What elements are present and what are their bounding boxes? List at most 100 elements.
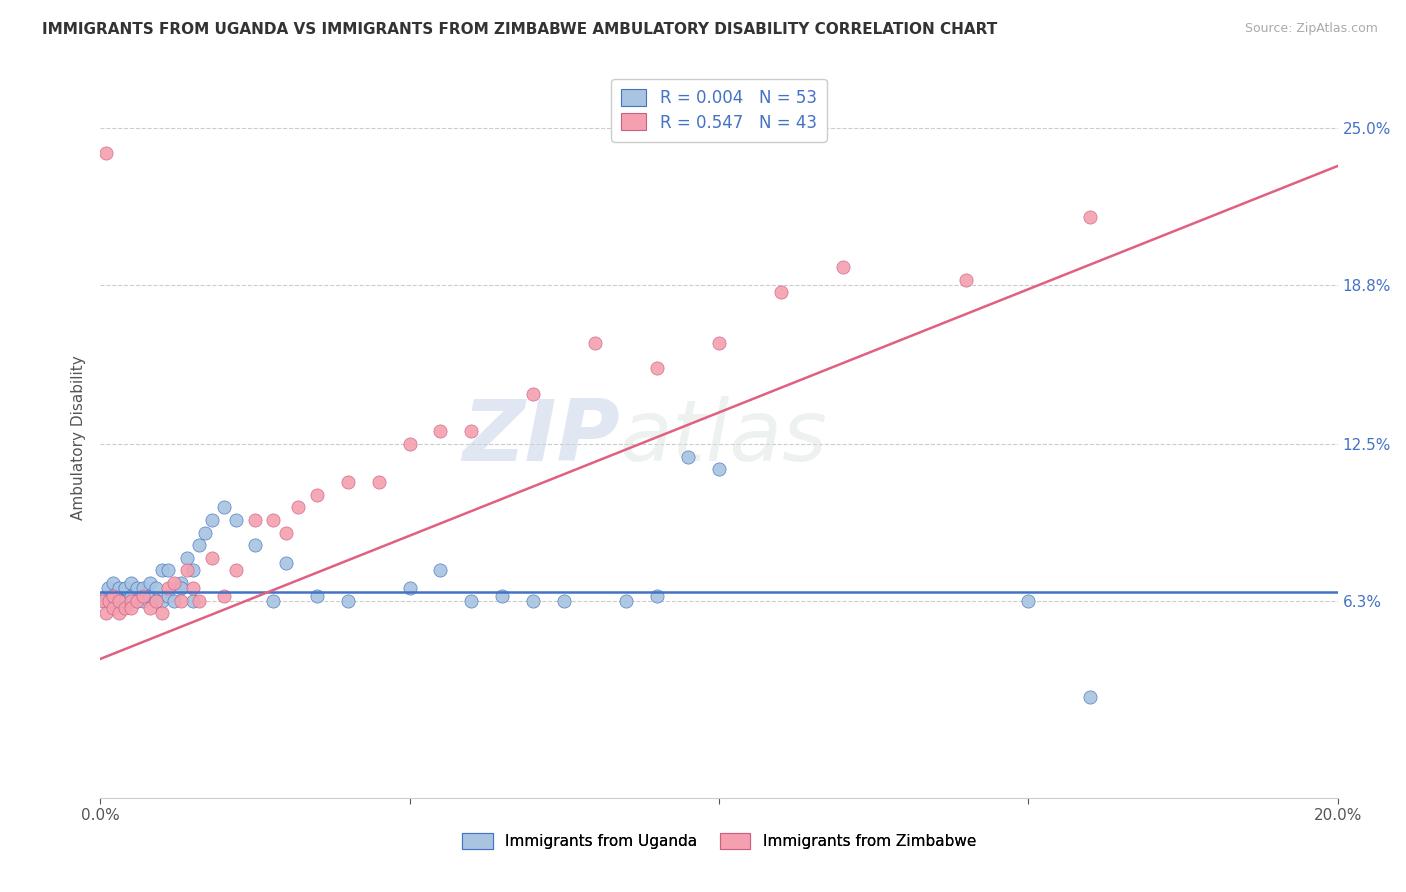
Point	[120, 589, 142, 603]
Point	[614, 594, 637, 608]
Point	[169, 594, 191, 608]
Point	[645, 589, 668, 603]
Point	[157, 581, 180, 595]
Point	[111, 594, 134, 608]
Point	[138, 576, 160, 591]
Point	[132, 594, 155, 608]
Point	[107, 589, 129, 603]
Point	[1078, 210, 1101, 224]
Point	[460, 425, 482, 439]
Point	[305, 488, 328, 502]
Point	[336, 475, 359, 489]
Point	[212, 589, 235, 603]
Point	[188, 538, 211, 552]
Point	[460, 594, 482, 608]
Point	[1078, 690, 1101, 704]
Y-axis label: Ambulatory Disability: Ambulatory Disability	[72, 355, 86, 520]
Point	[101, 601, 124, 615]
Point	[96, 146, 118, 161]
Point	[769, 285, 792, 300]
Point	[120, 594, 142, 608]
Point	[150, 594, 173, 608]
Point	[101, 594, 124, 608]
Point	[212, 500, 235, 515]
Point	[262, 594, 284, 608]
Point	[955, 273, 977, 287]
Text: ZIP: ZIP	[463, 396, 620, 479]
Point	[243, 513, 266, 527]
Point	[553, 594, 575, 608]
Point	[138, 589, 160, 603]
Point	[522, 594, 544, 608]
Point	[398, 437, 420, 451]
Point	[176, 550, 198, 565]
Point	[262, 513, 284, 527]
Point	[831, 260, 853, 274]
Point	[176, 564, 198, 578]
Point	[583, 335, 606, 350]
Text: atlas: atlas	[620, 396, 828, 479]
Point	[398, 581, 420, 595]
Point	[243, 538, 266, 552]
Point	[127, 581, 149, 595]
Point	[91, 594, 114, 608]
Point	[114, 581, 136, 595]
Point	[200, 513, 222, 527]
Point	[522, 386, 544, 401]
Point	[127, 594, 149, 608]
Point	[120, 601, 142, 615]
Point	[274, 556, 297, 570]
Point	[429, 425, 451, 439]
Point	[96, 581, 118, 595]
Point	[367, 475, 389, 489]
Point	[274, 525, 297, 540]
Point	[127, 594, 149, 608]
Point	[107, 594, 129, 608]
Point	[114, 594, 136, 608]
Point	[707, 462, 730, 476]
Point	[96, 607, 118, 621]
Point	[145, 594, 167, 608]
Legend: Immigrants from Uganda, Immigrants from Zimbabwe: Immigrants from Uganda, Immigrants from …	[456, 827, 981, 855]
Point	[163, 594, 186, 608]
Point	[132, 589, 155, 603]
Point	[114, 601, 136, 615]
Point	[101, 576, 124, 591]
Point	[676, 450, 699, 464]
Point	[225, 513, 247, 527]
Point	[181, 594, 204, 608]
Point	[94, 594, 117, 608]
Point	[132, 581, 155, 595]
Point	[181, 581, 204, 595]
Point	[429, 564, 451, 578]
Point	[96, 589, 118, 603]
Point	[163, 576, 186, 591]
Point	[491, 589, 513, 603]
Point	[150, 607, 173, 621]
Point	[1017, 594, 1039, 608]
Point	[194, 525, 217, 540]
Point	[305, 589, 328, 603]
Point	[107, 607, 129, 621]
Point	[145, 594, 167, 608]
Point	[98, 594, 121, 608]
Point	[150, 564, 173, 578]
Point	[169, 576, 191, 591]
Point	[169, 581, 191, 595]
Point	[138, 601, 160, 615]
Point	[645, 361, 668, 376]
Point	[707, 335, 730, 350]
Point	[181, 564, 204, 578]
Point	[107, 581, 129, 595]
Point	[120, 576, 142, 591]
Text: Source: ZipAtlas.com: Source: ZipAtlas.com	[1244, 22, 1378, 36]
Text: IMMIGRANTS FROM UGANDA VS IMMIGRANTS FROM ZIMBABWE AMBULATORY DISABILITY CORRELA: IMMIGRANTS FROM UGANDA VS IMMIGRANTS FRO…	[42, 22, 997, 37]
Point	[200, 550, 222, 565]
Point	[98, 594, 121, 608]
Point	[225, 564, 247, 578]
Point	[336, 594, 359, 608]
Point	[188, 594, 211, 608]
Point	[145, 581, 167, 595]
Point	[157, 589, 180, 603]
Point	[101, 589, 124, 603]
